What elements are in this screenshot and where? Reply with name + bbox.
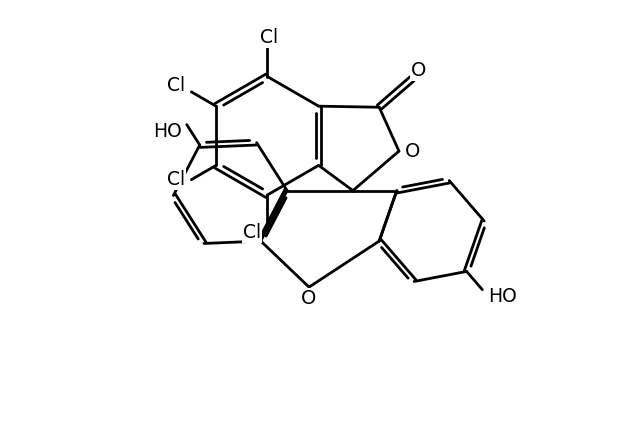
- Text: O: O: [301, 289, 317, 308]
- Text: O: O: [405, 142, 420, 160]
- Text: Cl: Cl: [167, 170, 185, 189]
- Text: Cl: Cl: [260, 28, 278, 46]
- Text: Cl: Cl: [167, 76, 185, 95]
- Text: HO: HO: [488, 287, 516, 306]
- Text: HO: HO: [153, 122, 181, 141]
- Text: Cl: Cl: [243, 223, 261, 242]
- Text: O: O: [411, 61, 426, 80]
